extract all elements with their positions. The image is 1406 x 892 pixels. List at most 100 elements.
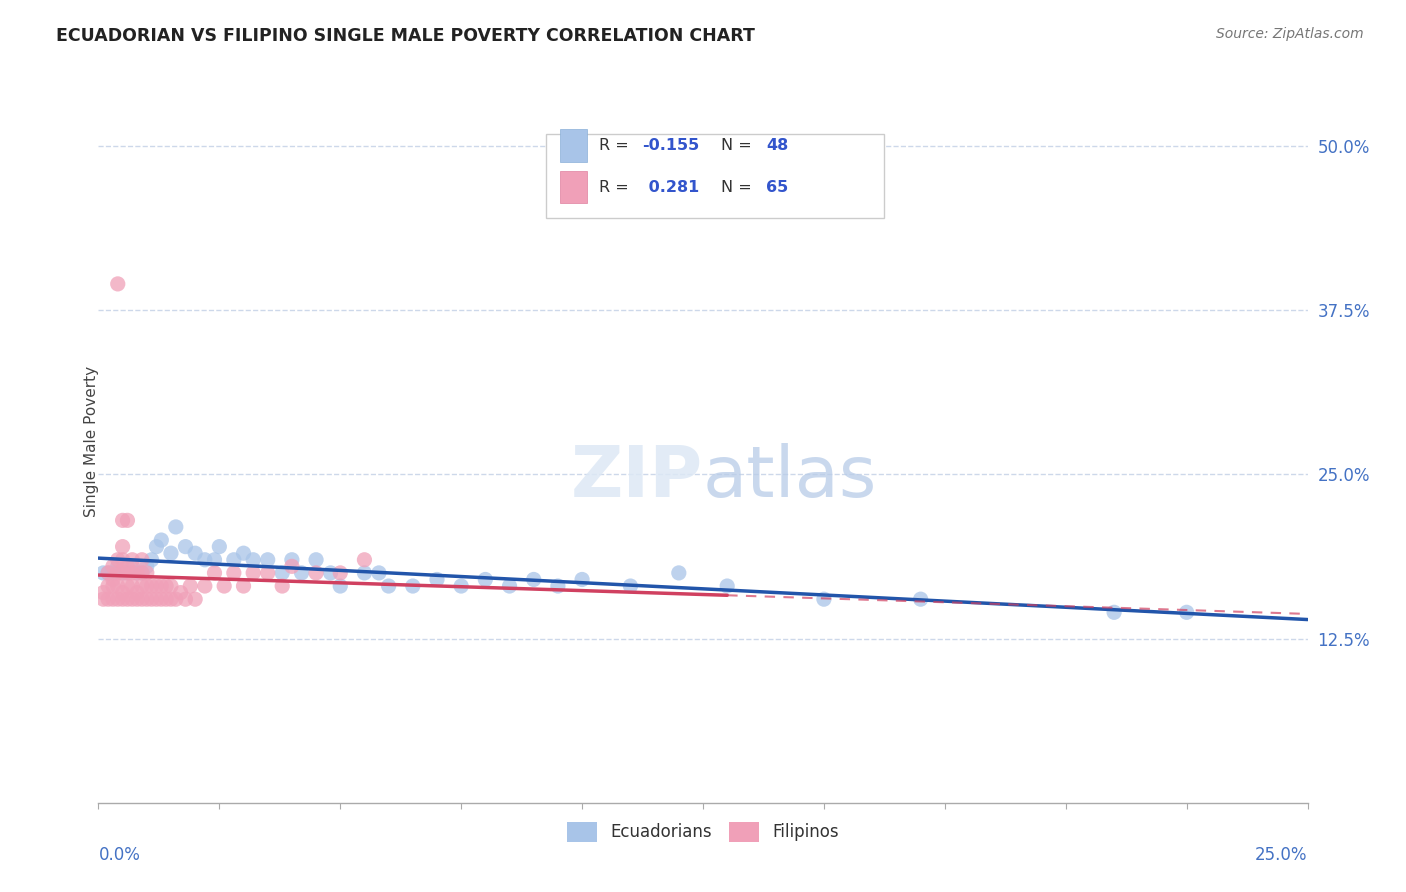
Point — [619, 579, 641, 593]
Point — [121, 553, 143, 567]
Point — [111, 566, 134, 580]
Bar — [561, 129, 586, 162]
Point — [174, 540, 197, 554]
Point — [107, 566, 129, 580]
Point — [150, 533, 173, 547]
Point — [121, 592, 143, 607]
Point — [101, 573, 124, 587]
Point — [101, 592, 124, 607]
Text: 0.281: 0.281 — [643, 179, 699, 194]
Point — [305, 553, 328, 567]
Point — [716, 579, 738, 593]
Point — [232, 579, 254, 593]
Text: -0.155: -0.155 — [643, 137, 700, 153]
Point — [1102, 605, 1125, 619]
Point — [111, 540, 134, 554]
Point — [111, 566, 134, 580]
Text: N =: N = — [721, 137, 756, 153]
Point — [117, 559, 139, 574]
Point — [290, 566, 312, 580]
Point — [368, 566, 391, 580]
Point — [523, 573, 546, 587]
Point — [329, 566, 352, 580]
Text: ECUADORIAN VS FILIPINO SINGLE MALE POVERTY CORRELATION CHART: ECUADORIAN VS FILIPINO SINGLE MALE POVER… — [56, 27, 755, 45]
Point — [97, 592, 120, 607]
Point — [131, 592, 153, 607]
Point — [135, 592, 157, 607]
Point — [127, 566, 149, 580]
Point — [117, 513, 139, 527]
Text: ZIP: ZIP — [571, 443, 703, 512]
Point — [208, 540, 231, 554]
Point — [131, 579, 153, 593]
Point — [131, 566, 153, 580]
Point — [111, 553, 134, 567]
Point — [107, 553, 129, 567]
Point — [204, 566, 226, 580]
Point — [91, 585, 114, 599]
Point — [121, 579, 143, 593]
Point — [145, 540, 167, 554]
Point — [281, 553, 304, 567]
Point — [135, 579, 157, 593]
Point — [256, 553, 278, 567]
Point — [111, 513, 134, 527]
Point — [160, 579, 183, 593]
Point — [117, 566, 139, 580]
Point — [131, 553, 153, 567]
Point — [353, 566, 375, 580]
Point — [111, 592, 134, 607]
Point — [498, 579, 520, 593]
Text: 48: 48 — [766, 137, 789, 153]
FancyBboxPatch shape — [546, 135, 884, 218]
Point — [194, 579, 217, 593]
Point — [107, 592, 129, 607]
Point — [256, 566, 278, 580]
Point — [165, 520, 187, 534]
Point — [145, 579, 167, 593]
Bar — [561, 170, 586, 203]
Point — [329, 579, 352, 593]
Point — [204, 553, 226, 567]
Point — [135, 566, 157, 580]
Point — [426, 573, 449, 587]
Point — [141, 579, 163, 593]
Point — [155, 592, 177, 607]
Point — [450, 579, 472, 593]
Point — [97, 566, 120, 580]
Point — [271, 566, 294, 580]
Point — [91, 566, 114, 580]
Point — [121, 566, 143, 580]
Point — [160, 592, 183, 607]
Point — [131, 566, 153, 580]
Point — [107, 277, 129, 291]
Text: atlas: atlas — [703, 443, 877, 512]
Point — [547, 579, 569, 593]
Point — [121, 559, 143, 574]
Point — [402, 579, 425, 593]
Text: 25.0%: 25.0% — [1256, 847, 1308, 864]
Point — [97, 579, 120, 593]
Point — [150, 592, 173, 607]
Point — [179, 579, 201, 593]
Point — [184, 546, 207, 560]
Point — [305, 566, 328, 580]
Point — [145, 592, 167, 607]
Point — [813, 592, 835, 607]
Point — [474, 573, 496, 587]
Point — [117, 579, 139, 593]
Point — [165, 592, 187, 607]
Point — [377, 579, 399, 593]
Point — [184, 592, 207, 607]
Point — [127, 592, 149, 607]
Text: R =: R = — [599, 137, 634, 153]
Point — [353, 553, 375, 567]
Point — [117, 566, 139, 580]
Point — [111, 585, 134, 599]
Point — [242, 553, 264, 567]
Point — [160, 546, 183, 560]
Point — [668, 566, 690, 580]
Point — [91, 592, 114, 607]
Point — [222, 553, 245, 567]
Point — [127, 566, 149, 580]
